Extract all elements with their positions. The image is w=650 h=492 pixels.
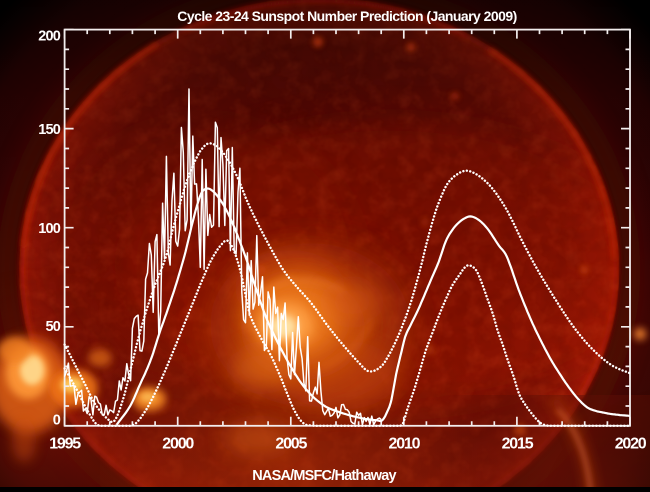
svg-text:50: 50 xyxy=(45,319,60,335)
svg-text:2020: 2020 xyxy=(615,436,647,453)
svg-text:2005: 2005 xyxy=(275,436,307,453)
svg-text:2010: 2010 xyxy=(389,436,421,453)
svg-text:NASA/MSFC/Hathaway: NASA/MSFC/Hathaway xyxy=(252,468,396,484)
svg-text:200: 200 xyxy=(38,29,61,45)
svg-text:100: 100 xyxy=(38,221,61,237)
svg-text:2015: 2015 xyxy=(502,436,534,453)
svg-text:0: 0 xyxy=(53,413,61,429)
svg-text:Cycle 23-24 Sunspot Number Pre: Cycle 23-24 Sunspot Number Prediction (J… xyxy=(177,8,516,24)
svg-text:150: 150 xyxy=(38,122,61,138)
svg-text:1995: 1995 xyxy=(49,436,81,453)
svg-text:2000: 2000 xyxy=(162,436,194,453)
